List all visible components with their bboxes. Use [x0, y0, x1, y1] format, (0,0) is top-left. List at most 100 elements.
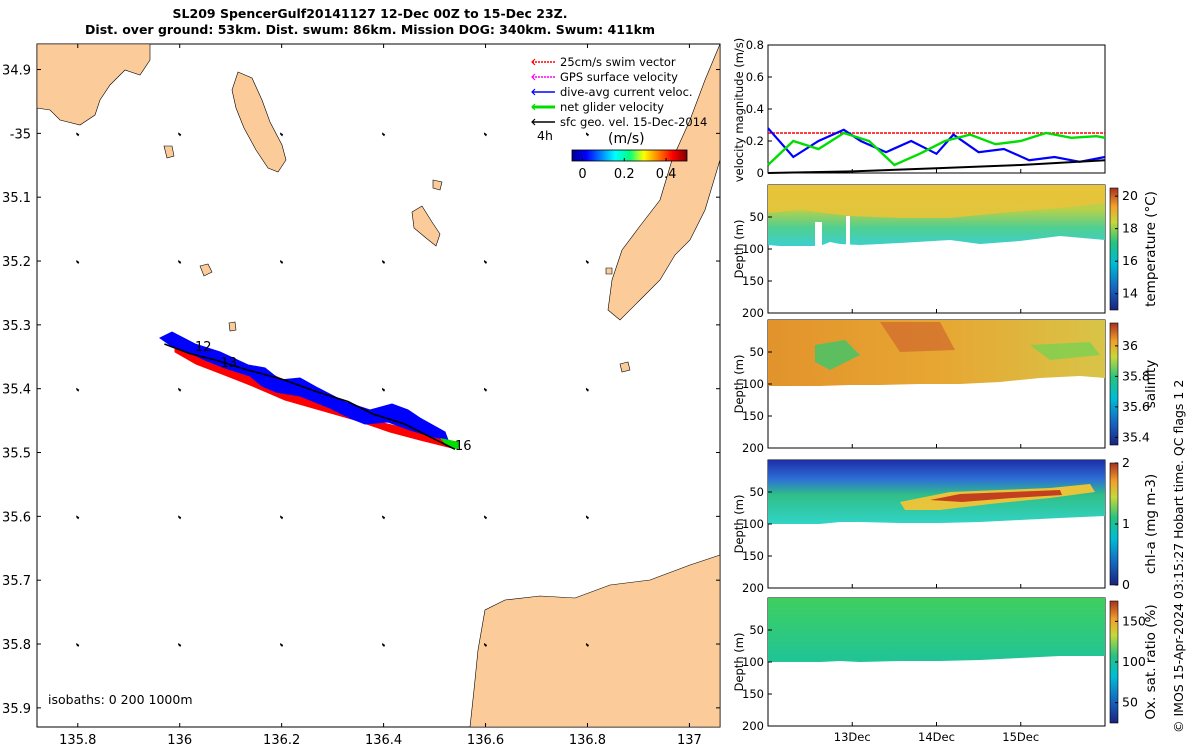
- map-y-tick-label: -35: [10, 127, 31, 142]
- depth-y-tick-label: 100: [742, 242, 764, 256]
- map-x-tick-label: 135.8: [59, 733, 96, 748]
- colorbar-tick-label: 0: [1122, 577, 1130, 592]
- depth-y-tick-label: 50: [749, 345, 764, 359]
- colorbar-tick-label: 150: [1122, 613, 1146, 628]
- colorbar-tick-label: 36: [1122, 338, 1138, 353]
- velocity-y-tick-label: 0.6: [746, 70, 764, 84]
- colorbar-label-salinity: salinity: [1143, 360, 1159, 408]
- geo-velocity-arrow: [76, 132, 80, 137]
- depth-y-tick-label: 100: [742, 377, 764, 391]
- time-tick-label: 13Dec: [834, 730, 871, 744]
- geo-velocity-arrow: [484, 260, 488, 265]
- geo-velocity-arrow: [585, 132, 589, 137]
- colorbar-label-oxygen: Ox. sat. ratio (%): [1143, 604, 1159, 719]
- geo-velocity-arrow: [280, 515, 284, 520]
- map-x-tick-label: 136.8: [569, 733, 606, 748]
- chlorophyll-section: [768, 460, 1105, 524]
- depth-y-label: Depth (m): [732, 220, 746, 279]
- colorbar-tick-label: 35.6: [1122, 399, 1150, 414]
- geo-velocity-arrow: [76, 515, 80, 520]
- geo-velocity-arrow: [178, 515, 182, 520]
- geo-velocity-arrow: [484, 515, 488, 520]
- legend-label-swim: 25cm/s swim vector: [560, 55, 676, 69]
- chlorophyll-panel: 50 100 150 200 Depth (m) 0 1 2 chl-a (mg m-3): [732, 455, 1159, 595]
- map-x-tick-label: 137: [677, 733, 702, 748]
- legend-arrowhead: [531, 103, 536, 111]
- depth-y-label: Depth (m): [732, 355, 746, 414]
- legend-arrowhead: [531, 118, 536, 126]
- land-island-small-4: [228, 321, 237, 332]
- velocity-y-tick-label: 0.8: [746, 38, 764, 52]
- legend-label-net_glider: net glider velocity: [560, 100, 664, 114]
- velocity-panel-frame: [767, 44, 1106, 174]
- colorbar-label-chl-a: chl-a (mg m-3): [1143, 474, 1159, 574]
- colorbar-tick-label: 0: [578, 167, 586, 182]
- speed-colorbar: 0 0.2 0.4: [571, 149, 688, 182]
- geo-velocity-arrow: [76, 387, 80, 392]
- geo-velocity-arrow: [76, 643, 80, 648]
- depth-y-label: Depth (m): [732, 633, 746, 692]
- geo-velocity-arrow: [484, 132, 488, 137]
- colorbar-tick-label: 35.4: [1122, 429, 1150, 444]
- map-y-tick-label: 35.2: [2, 255, 31, 270]
- colorbar-unit: (m/s): [608, 131, 645, 147]
- salinity-fresh-patch-2: [1030, 342, 1100, 360]
- colorbar-tick-label: 16: [1122, 253, 1138, 268]
- oxygen-section: [768, 598, 1105, 662]
- geo-velocity-arrow: [382, 643, 386, 648]
- salinity-fresh-patch: [815, 340, 860, 370]
- map-y-tick-label: 34.9: [2, 64, 31, 79]
- land-peninsula-tip-1: [432, 179, 443, 191]
- temperature-gap: [815, 222, 822, 246]
- geo-velocity-arrow: [585, 643, 589, 648]
- time-tick-label: 14Dec: [918, 730, 955, 744]
- depth-y-tick-label: 50: [749, 623, 764, 637]
- colorbar-tick-label: 1: [1122, 516, 1130, 531]
- depth-y-tick-label: 150: [742, 549, 764, 563]
- chlorophyll-peak: [930, 490, 1062, 502]
- velocity-y-tick-label: 0.4: [746, 102, 764, 116]
- net-glider-tip: [440, 438, 460, 450]
- temperature-warm-band: [768, 185, 1105, 218]
- geo-velocity-arrow: [76, 260, 80, 265]
- geo-velocity-arrow: [178, 260, 182, 265]
- map-axes: 135.8 136 136.2 136.4 136.6 136.8 137 34.9 -35 35…: [2, 44, 720, 748]
- title-line-2: Dist. over ground: 53km. Dist. swum: 86k…: [85, 22, 655, 37]
- velocity-y-tick-label: 0: [757, 166, 764, 180]
- depth-y-tick-label: 150: [742, 687, 764, 701]
- depth-y-tick-label: 200: [742, 441, 764, 455]
- map-y-tick-label: 35.9: [2, 702, 31, 717]
- map-y-tick-label: 35.3: [2, 319, 31, 334]
- map-x-tick-label: 136.4: [365, 733, 402, 748]
- land-southern-coast: [469, 554, 721, 728]
- colorbar-note: 4h: [537, 128, 553, 143]
- colorbar-tick-label: 100: [1122, 654, 1146, 669]
- land-island-north: [231, 71, 287, 173]
- depth-y-tick-label: 100: [742, 517, 764, 531]
- colorbar-tick-label: 50: [1122, 695, 1138, 710]
- velocity-series-net_glider: [767, 131, 1106, 167]
- depth-y-tick-label: 50: [749, 485, 764, 499]
- map-x-tick-label: 136: [167, 733, 192, 748]
- geo-velocity-arrow: [382, 132, 386, 137]
- depth-y-tick-label: 150: [742, 274, 764, 288]
- map-y-tick-label: 35.6: [2, 510, 31, 525]
- geo-velocity-arrow: [382, 387, 386, 392]
- geo-velocity-arrow: [585, 260, 589, 265]
- geo-velocity-arrow: [280, 260, 284, 265]
- glider-track: 12 13 16: [159, 331, 472, 454]
- salinity-high-patch: [880, 322, 955, 352]
- colorbar-tick-label: 0.2: [614, 167, 635, 182]
- track-line: [164, 343, 456, 451]
- map-y-tick-label: 35.5: [2, 447, 31, 462]
- colorbar-tick-label: 14: [1122, 286, 1138, 301]
- time-axis: 13Dec 14Dec 15Dec: [834, 169, 1039, 744]
- land-island-small-1: [163, 145, 175, 159]
- depth-y-tick-label: 200: [742, 306, 764, 320]
- geo-velocity-arrow: [382, 260, 386, 265]
- land-kangaroo-north-west: [36, 43, 151, 126]
- depth-y-tick-label: 50: [749, 210, 764, 224]
